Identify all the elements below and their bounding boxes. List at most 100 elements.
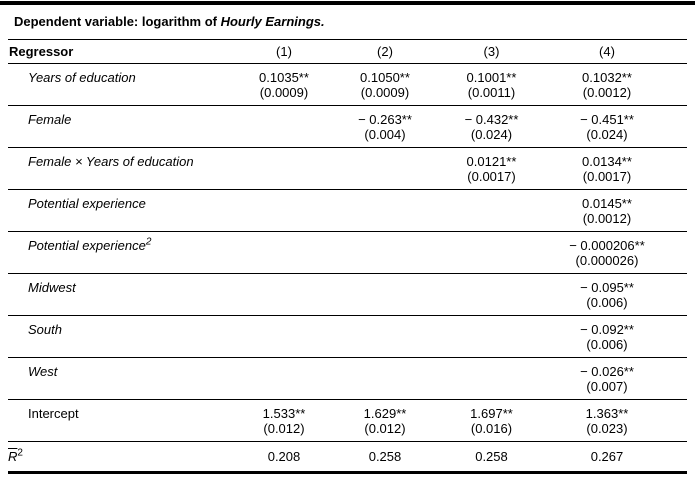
coefficient-value: − 0.451** <box>580 112 634 127</box>
coefficient-value: 0.1050** <box>360 70 410 85</box>
regressor-name: West <box>8 357 235 400</box>
cell: 0.1050** (0.0009) <box>333 63 437 106</box>
coefficient-value: 0.0145** <box>582 196 632 211</box>
cell: 1.697** (0.016) <box>437 399 546 442</box>
coefficient-value: 1.697** <box>470 406 513 421</box>
cell <box>235 357 333 400</box>
standard-error-value: (0.012) <box>364 421 406 436</box>
cell <box>333 189 437 232</box>
r-squared-value: 0.258 <box>368 449 402 464</box>
cell: 0.1032** (0.0012) <box>546 63 687 106</box>
cell <box>437 189 546 232</box>
r-squared-value: 0.267 <box>590 449 624 464</box>
regressor-name: Midwest <box>8 273 235 316</box>
coefficient-value: − 0.432** <box>464 112 519 127</box>
standard-error-value: (0.0009) <box>360 85 410 100</box>
cell: − 0.451** (0.024) <box>546 105 687 148</box>
column-header-3: (3) <box>437 39 546 64</box>
cell <box>437 273 546 316</box>
standard-error-value: (0.004) <box>364 127 406 142</box>
cell <box>235 273 333 316</box>
cell: 1.629** (0.012) <box>333 399 437 442</box>
cell: 0.0121** (0.0017) <box>437 147 546 190</box>
regressor-name: Intercept <box>8 399 235 442</box>
regressor-name: Years of education <box>8 63 235 106</box>
regressor-column-header: Regressor <box>8 39 235 64</box>
table-row-adjusted-r-squared: R2 0.208 0.258 0.258 0.267 <box>8 441 687 474</box>
cell: − 0.092** (0.006) <box>546 315 687 358</box>
regressor-name: Female × Years of education <box>8 147 235 190</box>
coefficient-value: 1.533** <box>262 406 306 421</box>
adjusted-r-squared-label: R2 <box>8 441 235 474</box>
cell: − 0.263** (0.004) <box>333 105 437 148</box>
cell <box>235 315 333 358</box>
cell: − 0.000206** (0.000026) <box>546 231 687 274</box>
table-row-west: West − 0.026** (0.007) <box>8 357 687 400</box>
standard-error-value: (0.0017) <box>467 169 516 184</box>
coefficient-value: − 0.095** <box>580 280 634 295</box>
cell <box>235 231 333 274</box>
standard-error-value: (0.006) <box>586 337 628 352</box>
r-squared-value: 0.208 <box>267 449 301 464</box>
cell: 0.1035** (0.0009) <box>235 63 333 106</box>
table-row-years-of-education: Years of education 0.1035** (0.0009) 0.10… <box>8 63 687 106</box>
regression-table-card: Dependent variable: logarithm of Hourly … <box>0 1 695 474</box>
coefficient-value: 0.1001** <box>466 70 517 85</box>
cell: 1.363** (0.023) <box>546 399 687 442</box>
standard-error-value: (0.0012) <box>582 85 632 100</box>
cell: 1.533** (0.012) <box>235 399 333 442</box>
table-row-potential-experience-squared: Potential experience2 − 0.000206** (0.000… <box>8 231 687 274</box>
cell: 0.258 <box>437 441 546 474</box>
regressor-name: Female <box>8 105 235 148</box>
cell <box>437 231 546 274</box>
cell <box>333 315 437 358</box>
standard-error-value: (0.006) <box>586 295 628 310</box>
coefficient-value: 1.629** <box>363 406 407 421</box>
table-row-midwest: Midwest − 0.095** (0.006) <box>8 273 687 316</box>
coefficient-value: 1.363** <box>585 406 629 421</box>
standard-error-value: (0.0017) <box>582 169 632 184</box>
cell: − 0.095** (0.006) <box>546 273 687 316</box>
coefficient-value: 0.0121** <box>466 154 517 169</box>
cell <box>235 147 333 190</box>
cell <box>333 357 437 400</box>
cell <box>333 147 437 190</box>
standard-error-value: (0.012) <box>263 421 305 436</box>
coefficient-value: 0.0134** <box>582 154 632 169</box>
cell: − 0.026** (0.007) <box>546 357 687 400</box>
cell <box>235 189 333 232</box>
cell: − 0.432** (0.024) <box>437 105 546 148</box>
cell: 0.208 <box>235 441 333 474</box>
coefficient-value: − 0.092** <box>580 322 634 337</box>
cell: 0.1001** (0.0011) <box>437 63 546 106</box>
cell: 0.0145** (0.0012) <box>546 189 687 232</box>
column-header-4: (4) <box>546 39 687 64</box>
regressor-name: Potential experience2 <box>8 231 235 274</box>
table-row-intercept: Intercept 1.533** (0.012) 1.629** (0.012) … <box>8 399 687 442</box>
cell <box>437 357 546 400</box>
regressor-name: South <box>8 315 235 358</box>
standard-error-value: (0.0011) <box>467 85 516 100</box>
r-squared-value: 0.258 <box>475 449 508 464</box>
coefficient-value: 0.1032** <box>582 70 632 85</box>
column-header-2: (2) <box>333 39 437 64</box>
r-squared-superscript: 2 <box>17 447 23 459</box>
standard-error-value: (0.0012) <box>582 211 632 226</box>
table-row-female: Female − 0.263** (0.004) − 0.432** (0.024)… <box>8 105 687 148</box>
caption-dependent-variable: Hourly Earnings. <box>220 14 325 29</box>
cell: 0.258 <box>333 441 437 474</box>
caption-prefix: Dependent variable: logarithm of <box>14 14 221 29</box>
header-row: Regressor (1) (2) (3) (4) <box>8 39 687 64</box>
cell <box>437 315 546 358</box>
regressor-superscript: 2 <box>145 236 152 248</box>
coefficient-value: − 0.000206** <box>569 238 645 253</box>
coefficient-value: − 0.263** <box>358 112 412 127</box>
standard-error-value: (0.023) <box>586 421 628 436</box>
standard-error-value: (0.007) <box>586 379 628 394</box>
table-row-potential-experience: Potential experience 0.0145** (0.0012) <box>8 189 687 232</box>
column-header-1: (1) <box>235 39 333 64</box>
standard-error-value: (0.016) <box>470 421 513 436</box>
cell: 0.0134** (0.0017) <box>546 147 687 190</box>
cell <box>235 105 333 148</box>
table-row-south: South − 0.092** (0.006) <box>8 315 687 358</box>
